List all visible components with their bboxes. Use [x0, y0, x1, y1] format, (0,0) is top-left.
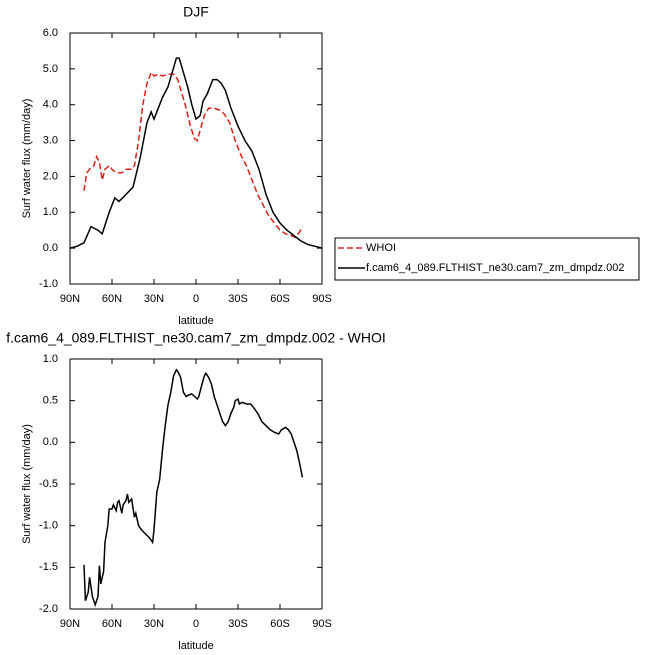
y-tick-label: 2.0 [43, 170, 58, 182]
y-tick-label: 1.0 [43, 353, 58, 365]
chart-title: f.cam6_4_089.FLTHIST_ne30.cam7_zm_dmpdz.… [6, 330, 385, 346]
x-axis-label: latitude [178, 640, 213, 652]
y-tick-label: 0.0 [43, 242, 58, 254]
y-axis-label: Surf water flux (mm/day) [21, 424, 33, 544]
x-tick-label: 60S [270, 293, 290, 305]
x-axis-label: latitude [178, 315, 213, 327]
x-tick-label: 60S [270, 618, 290, 630]
x-tick-label: 30N [144, 293, 164, 305]
x-tick-label: 90S [312, 618, 332, 630]
y-tick-label: -1.0 [39, 278, 58, 290]
x-tick-label: 0 [193, 293, 199, 305]
x-tick-label: 90S [312, 293, 332, 305]
y-tick-label: 6.0 [43, 27, 58, 39]
y-tick-label: 0.5 [43, 395, 58, 407]
y-tick-label: -0.5 [39, 478, 58, 490]
x-tick-label: 60N [102, 293, 122, 305]
data-line [69, 57, 323, 249]
y-tick-label: 5.0 [43, 63, 58, 75]
x-tick-label: 30S [228, 293, 248, 305]
y-axis-label: Surf water flux (mm/day) [21, 99, 33, 219]
x-tick-label: 60N [102, 618, 122, 630]
chart-title: DJF [183, 4, 209, 20]
y-tick-label: 1.0 [43, 206, 58, 218]
x-tick-label: 90N [60, 293, 80, 305]
legend-label: f.cam6_4_089.FLTHIST_ne30.cam7_zm_dmpdz.… [366, 262, 624, 274]
y-tick-label: -1.5 [39, 561, 58, 573]
y-tick-label: 0.0 [43, 436, 58, 448]
data-line [83, 368, 304, 608]
y-tick-label: 3.0 [43, 134, 58, 146]
legend-label: WHOI [366, 242, 396, 254]
data-line [83, 70, 304, 239]
x-tick-label: 0 [193, 618, 199, 630]
y-tick-label: -2.0 [39, 603, 58, 615]
legend-box [334, 237, 640, 281]
y-tick-label: 4.0 [43, 99, 58, 111]
x-tick-label: 30S [228, 618, 248, 630]
y-tick-label: -1.0 [39, 520, 58, 532]
plot-frame [69, 32, 323, 285]
plot-frame [69, 358, 323, 610]
x-tick-label: 30N [144, 618, 164, 630]
x-tick-label: 90N [60, 618, 80, 630]
